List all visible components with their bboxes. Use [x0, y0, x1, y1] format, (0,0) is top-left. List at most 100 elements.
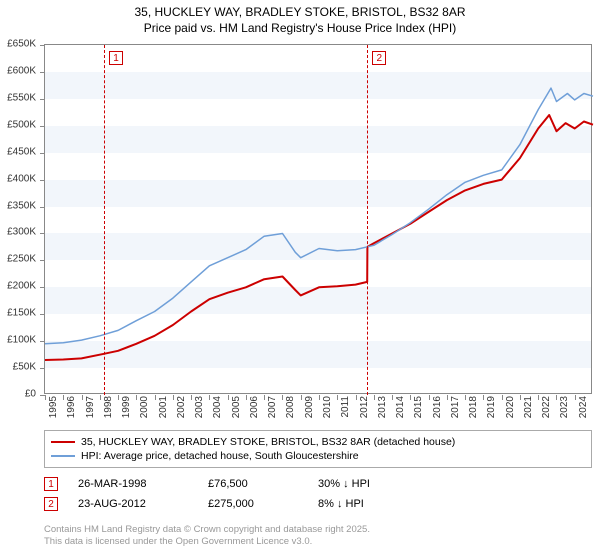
- y-tick-label: £550K: [0, 92, 36, 103]
- event-price: £76,500: [208, 478, 298, 490]
- y-tick-mark: [40, 287, 45, 288]
- y-tick-mark: [40, 99, 45, 100]
- y-tick-mark: [40, 126, 45, 127]
- footer-line2: This data is licensed under the Open Gov…: [44, 536, 592, 548]
- x-tick-label: 2024: [578, 396, 589, 418]
- x-tick-mark: [465, 395, 466, 400]
- event-badge-cell: 2: [44, 497, 58, 511]
- y-tick-mark: [40, 341, 45, 342]
- x-tick-mark: [45, 395, 46, 400]
- page: 35, HUCKLEY WAY, BRADLEY STOKE, BRISTOL,…: [0, 0, 600, 560]
- x-tick-label: 2020: [505, 396, 516, 418]
- x-tick-label: 2015: [413, 396, 424, 418]
- y-tick-label: £600K: [0, 65, 36, 76]
- x-tick-label: 2000: [139, 396, 150, 418]
- x-tick-mark: [483, 395, 484, 400]
- x-tick-label: 2001: [158, 396, 169, 418]
- event-marker-badge: 1: [109, 51, 123, 65]
- x-tick-mark: [118, 395, 119, 400]
- x-tick-mark: [155, 395, 156, 400]
- event-row: 1 26-MAR-1998 £76,500 30% ↓ HPI: [44, 474, 592, 494]
- y-tick-mark: [40, 45, 45, 46]
- series-hpi: [45, 88, 593, 344]
- y-tick-label: £150K: [0, 308, 36, 319]
- event-marker-line: [367, 45, 368, 395]
- x-tick-mark: [191, 395, 192, 400]
- chart-area: 12 £0£50K£100K£150K£200K£250K£300K£350K£…: [44, 44, 592, 394]
- y-tick-mark: [40, 207, 45, 208]
- event-marker-line: [104, 45, 105, 395]
- event-delta: 30% ↓ HPI: [318, 478, 408, 490]
- legend-label: 35, HUCKLEY WAY, BRADLEY STOKE, BRISTOL,…: [81, 436, 455, 448]
- x-tick-mark: [556, 395, 557, 400]
- x-tick-label: 2009: [304, 396, 315, 418]
- x-tick-label: 2016: [432, 396, 443, 418]
- x-tick-mark: [356, 395, 357, 400]
- x-tick-mark: [100, 395, 101, 400]
- event-delta: 8% ↓ HPI: [318, 498, 408, 510]
- x-tick-label: 2017: [450, 396, 461, 418]
- x-tick-label: 1999: [121, 396, 132, 418]
- y-tick-label: £200K: [0, 281, 36, 292]
- x-tick-label: 2021: [523, 396, 534, 418]
- x-tick-label: 1995: [48, 396, 59, 418]
- x-tick-mark: [410, 395, 411, 400]
- x-tick-mark: [429, 395, 430, 400]
- legend-row: 35, HUCKLEY WAY, BRADLEY STOKE, BRISTOL,…: [51, 435, 585, 449]
- x-tick-mark: [82, 395, 83, 400]
- y-tick-mark: [40, 260, 45, 261]
- x-tick-mark: [538, 395, 539, 400]
- event-row: 2 23-AUG-2012 £275,000 8% ↓ HPI: [44, 494, 592, 514]
- x-tick-mark: [301, 395, 302, 400]
- x-tick-mark: [337, 395, 338, 400]
- x-tick-mark: [136, 395, 137, 400]
- event-date: 23-AUG-2012: [78, 498, 188, 510]
- x-tick-label: 2011: [340, 396, 351, 418]
- y-tick-mark: [40, 314, 45, 315]
- x-tick-label: 2004: [212, 396, 223, 418]
- y-tick-label: £350K: [0, 200, 36, 211]
- y-tick-mark: [40, 233, 45, 234]
- x-tick-label: 2010: [322, 396, 333, 418]
- x-tick-label: 2022: [541, 396, 552, 418]
- legend: 35, HUCKLEY WAY, BRADLEY STOKE, BRISTOL,…: [44, 430, 592, 468]
- series-price_paid: [45, 115, 593, 360]
- legend-row: HPI: Average price, detached house, Sout…: [51, 449, 585, 463]
- title-subtitle: Price paid vs. HM Land Registry's House …: [0, 20, 600, 36]
- event-price: £275,000: [208, 498, 298, 510]
- event-marker-badge: 2: [372, 51, 386, 65]
- x-tick-mark: [447, 395, 448, 400]
- x-tick-label: 2023: [559, 396, 570, 418]
- legend-swatch: [51, 441, 75, 443]
- footer-attribution: Contains HM Land Registry data © Crown c…: [44, 524, 592, 549]
- y-tick-mark: [40, 72, 45, 73]
- x-tick-label: 2018: [468, 396, 479, 418]
- y-tick-label: £400K: [0, 173, 36, 184]
- events-table: 1 26-MAR-1998 £76,500 30% ↓ HPI 2 23-AUG-2012…: [44, 474, 592, 514]
- x-tick-mark: [228, 395, 229, 400]
- x-tick-mark: [575, 395, 576, 400]
- legend-swatch: [51, 455, 75, 457]
- x-tick-mark: [374, 395, 375, 400]
- x-tick-mark: [246, 395, 247, 400]
- x-tick-mark: [502, 395, 503, 400]
- x-tick-label: 2007: [267, 396, 278, 418]
- event-badge-cell: 1: [44, 477, 58, 491]
- title-address: 35, HUCKLEY WAY, BRADLEY STOKE, BRISTOL,…: [0, 4, 600, 20]
- x-tick-label: 2002: [176, 396, 187, 418]
- legend-label: HPI: Average price, detached house, Sout…: [81, 450, 359, 462]
- y-tick-label: £500K: [0, 119, 36, 130]
- x-tick-label: 2006: [249, 396, 260, 418]
- event-date: 26-MAR-1998: [78, 478, 188, 490]
- y-tick-mark: [40, 180, 45, 181]
- x-tick-mark: [264, 395, 265, 400]
- y-tick-label: £250K: [0, 254, 36, 265]
- y-tick-label: £450K: [0, 146, 36, 157]
- x-tick-label: 2005: [231, 396, 242, 418]
- footer-line1: Contains HM Land Registry data © Crown c…: [44, 524, 592, 536]
- x-tick-label: 2003: [194, 396, 205, 418]
- y-tick-mark: [40, 368, 45, 369]
- x-tick-label: 1997: [85, 396, 96, 418]
- x-tick-label: 1996: [66, 396, 77, 418]
- chart-title-block: 35, HUCKLEY WAY, BRADLEY STOKE, BRISTOL,…: [0, 0, 600, 36]
